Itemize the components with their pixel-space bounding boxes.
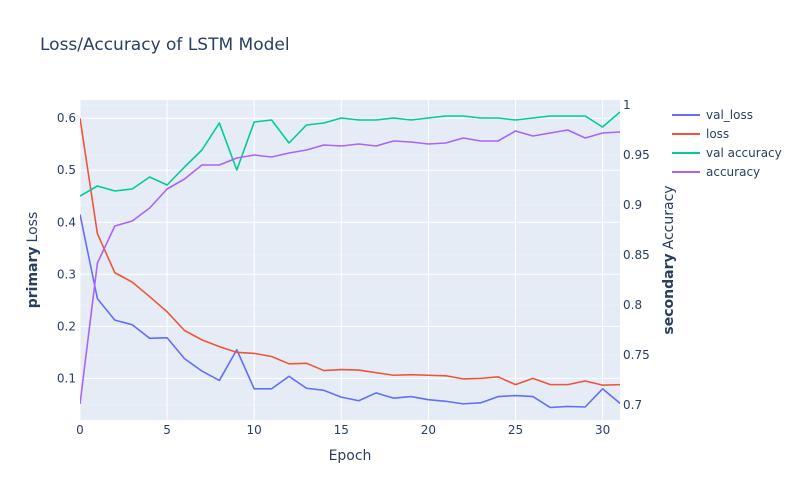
series-lines [80,111,620,409]
secondary-y-tick-label-6: 1 [623,98,631,112]
primary-y-tick-label-1: 0.2 [57,319,76,333]
secondary-y-tick-label-4: 0.9 [623,198,642,212]
x-tick-label-3: 15 [334,423,349,437]
series-line-accuracy [80,129,620,405]
secondary-y-axis-title-bold: secondary [661,253,677,334]
series-line-val-accuracy [80,111,620,197]
primary-y-axis-title-rest: Loss [25,212,41,243]
secondary-y-tick-label-0: 0.7 [623,398,642,412]
secondary-y-tick-label-5: 0.95 [623,148,650,162]
primary-y-tick-label-0: 0.1 [57,371,76,385]
primary-y-tick-label-3: 0.4 [57,215,76,229]
primary-y-tick-label-2: 0.3 [57,267,76,281]
legend-label-val-loss: val_loss [706,108,753,122]
series-line-loss [80,118,620,386]
x-axis-ticks: 0 5 10 15 20 25 30 [76,423,610,437]
primary-y-tick-label-5: 0.6 [57,111,76,125]
secondary-y-axis-title: secondary Accuracy [661,185,677,334]
x-tick-label-6: 30 [595,423,610,437]
primary-y-axis-ticks: 0.1 0.2 0.3 0.4 0.5 0.6 [57,111,76,385]
secondary-y-axis-ticks: 0.7 0.75 0.8 0.85 0.9 0.95 1 [623,98,650,412]
secondary-y-tick-label-3: 0.85 [623,248,650,262]
x-tick-label-5: 25 [508,423,523,437]
primary-y-axis-title: primary Loss [25,212,41,309]
x-tick-label-1: 5 [163,423,171,437]
series-line-val-loss [80,214,620,409]
legend-label-accuracy: accuracy [706,165,760,179]
secondary-y-tick-label-2: 0.8 [623,298,642,312]
legend-label-loss: loss [706,127,729,141]
x-tick-label-2: 10 [247,423,262,437]
secondary-y-tick-label-1: 0.75 [623,348,650,362]
legend-label-val-accuracy: val accuracy [706,146,782,160]
chart-title: Loss/Accuracy of LSTM Model [40,35,290,55]
grid-lines [79,100,620,420]
x-axis-title: Epoch [329,448,372,464]
primary-y-axis-title-bold: primary [25,246,41,308]
x-tick-label-4: 20 [421,423,436,437]
x-tick-label-0: 0 [76,423,84,437]
primary-y-tick-label-4: 0.5 [57,163,76,177]
plot-area [80,100,620,420]
secondary-y-axis-title-rest: Accuracy [661,185,677,249]
